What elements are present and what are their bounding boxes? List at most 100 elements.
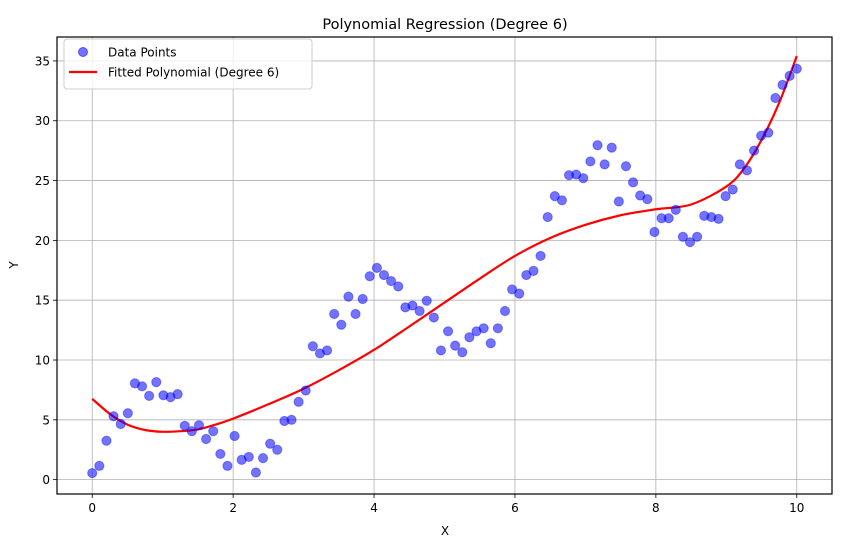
data-point — [136, 381, 148, 392]
data-point — [300, 385, 311, 396]
fitted-polynomial-line — [91, 55, 798, 433]
data-point — [727, 184, 738, 195]
data-point — [485, 338, 496, 349]
data-point — [549, 191, 560, 202]
data-point — [243, 451, 254, 463]
x-tick-label: 6 — [511, 501, 519, 515]
data-point — [642, 194, 653, 205]
data-point — [521, 269, 532, 281]
data-point — [122, 408, 133, 419]
y-tick-label: 20 — [35, 234, 50, 248]
data-point — [713, 213, 724, 224]
data-point — [670, 204, 681, 215]
data-point — [265, 438, 276, 449]
data-point — [215, 448, 226, 460]
data-point — [94, 460, 105, 471]
data-point — [151, 377, 162, 388]
data-point — [464, 332, 475, 343]
x-tick-label: 2 — [229, 501, 237, 515]
data-point — [172, 389, 183, 400]
y-tick-label: 0 — [42, 473, 50, 487]
data-point — [528, 265, 539, 276]
data-point — [535, 250, 546, 262]
data-point — [101, 435, 112, 446]
x-axis-ticks: 0 2 4 6 8 10 — [88, 494, 804, 515]
data-point — [350, 308, 361, 320]
data-point — [329, 308, 340, 320]
data-point — [770, 92, 781, 104]
data-point — [435, 345, 447, 356]
data-point — [649, 226, 660, 238]
data-point — [692, 231, 703, 242]
data-point — [478, 323, 489, 334]
y-tick-label: 15 — [35, 294, 50, 308]
data-point — [108, 411, 119, 422]
data-point — [343, 291, 354, 302]
data-point — [222, 460, 233, 471]
data-point — [585, 156, 596, 167]
data-point — [457, 347, 468, 358]
data-point — [592, 140, 603, 151]
data-point — [442, 326, 454, 337]
data-point — [499, 305, 511, 317]
data-point — [627, 177, 639, 188]
data-point — [507, 284, 518, 295]
data-point — [386, 275, 397, 287]
legend-label-fitted-polynomial: Fitted Polynomial (Degree 6) — [108, 66, 279, 80]
plot-area-frame — [56, 36, 833, 495]
legend-marker-data-points-icon — [78, 47, 88, 57]
data-point — [229, 430, 240, 442]
y-tick-label: 25 — [35, 174, 50, 188]
data-point — [357, 293, 368, 305]
data-point — [250, 467, 262, 478]
grid-lines — [57, 37, 832, 494]
data-point — [186, 426, 197, 437]
data-point — [684, 237, 696, 248]
data-point — [378, 269, 390, 281]
data-point — [407, 300, 418, 311]
x-tick-label: 8 — [652, 501, 660, 515]
data-point — [371, 262, 382, 273]
data-point — [87, 467, 98, 479]
data-point — [734, 159, 745, 170]
data-point — [200, 433, 212, 445]
data-point — [784, 70, 795, 81]
y-tick-label: 30 — [35, 114, 50, 128]
data-point — [393, 281, 404, 292]
data-point — [556, 195, 568, 206]
data-point — [741, 165, 753, 176]
data-point — [321, 345, 333, 356]
x-tick-label: 10 — [789, 501, 804, 515]
y-axis-label: Y — [7, 261, 21, 270]
y-tick-label: 35 — [35, 54, 50, 68]
chart-title: Polynomial Regression (Degree 6) — [322, 17, 567, 33]
data-point — [492, 323, 503, 334]
data-point — [193, 420, 205, 431]
legend-label-data-points: Data Points — [108, 46, 177, 60]
data-point — [293, 396, 304, 407]
data-point — [257, 453, 269, 464]
data-point — [179, 420, 190, 431]
x-axis-label: X — [441, 524, 449, 538]
data-point — [144, 390, 155, 402]
data-point — [542, 211, 553, 223]
data-point — [599, 159, 610, 170]
data-point — [663, 213, 674, 224]
data-point — [336, 319, 347, 330]
legend-box — [63, 38, 313, 90]
data-point — [307, 341, 318, 352]
y-tick-label: 5 — [42, 413, 50, 427]
x-tick-label: 0 — [88, 501, 96, 515]
x-tick-label: 4 — [370, 501, 378, 515]
data-point — [364, 271, 375, 282]
data-point — [450, 340, 461, 351]
data-point — [208, 426, 219, 437]
data-point — [748, 145, 760, 156]
data-point — [620, 161, 632, 172]
data-point — [720, 191, 731, 202]
data-point — [777, 79, 788, 90]
data-point — [613, 196, 624, 207]
data-points — [87, 63, 802, 479]
data-point — [272, 444, 283, 455]
